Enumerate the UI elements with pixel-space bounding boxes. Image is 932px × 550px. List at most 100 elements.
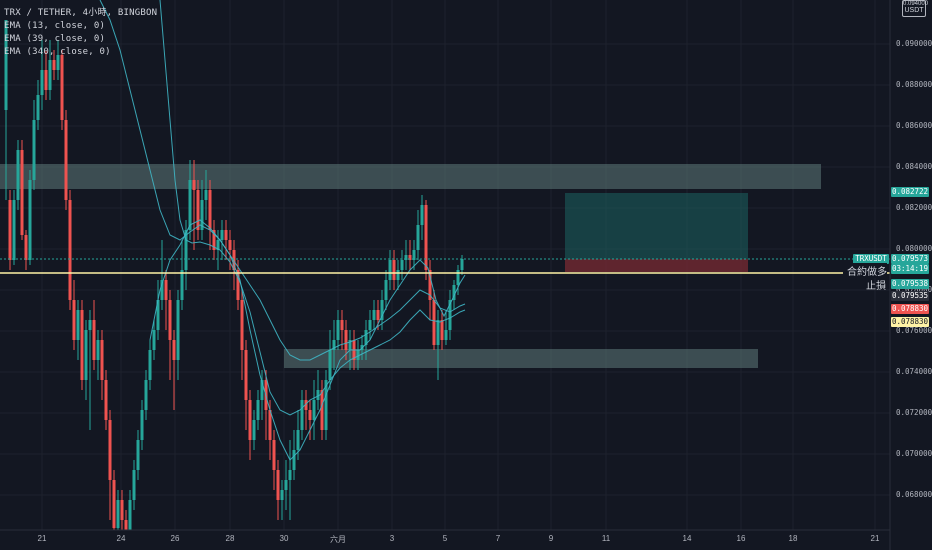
candle-body <box>336 320 340 340</box>
time-axis-label: 28 <box>225 534 235 543</box>
price-axis-label: 0.078000 <box>896 285 932 294</box>
unit-label: USDT <box>904 7 924 14</box>
candle-body <box>152 330 156 350</box>
candle-body <box>404 255 408 260</box>
candle-body <box>436 320 440 345</box>
countdown-tag: 03:14:19 <box>891 264 929 274</box>
candle-body <box>248 400 252 440</box>
candle-body <box>308 410 312 420</box>
candle-body <box>124 520 128 530</box>
time-axis-label: 21 <box>870 534 880 543</box>
candle-body <box>328 350 332 380</box>
candle-body <box>144 380 148 410</box>
candle-body <box>60 55 64 120</box>
price-axis-label: 0.086000 <box>896 121 932 130</box>
candle-body <box>452 285 456 300</box>
candle-body <box>80 310 84 380</box>
candle-body <box>372 310 376 320</box>
price-axis-label: 0.088000 <box>896 80 932 89</box>
legend-ema-340[interactable]: EMA (340, close, 0) <box>4 47 111 57</box>
time-axis-label: 3 <box>389 534 395 543</box>
candle-body <box>280 490 284 500</box>
candle-body <box>96 340 100 360</box>
support-zone[interactable] <box>284 349 758 368</box>
time-axis-label: 21 <box>37 534 47 543</box>
price-axis-label: 0.072000 <box>896 408 932 417</box>
legend-ema-39[interactable]: EMA (39, close, 0) <box>4 34 106 44</box>
candle-body <box>76 310 80 340</box>
legend-symbol[interactable]: TRX / TETHER, 4小時, BINGBON <box>4 8 158 18</box>
candle-body <box>356 350 360 360</box>
candle-body <box>268 410 272 440</box>
candle-body <box>52 60 56 70</box>
candle-body <box>236 270 240 300</box>
candle-body <box>44 70 48 90</box>
time-axis-label: 24 <box>116 534 126 543</box>
ema-13-line[interactable] <box>149 219 466 461</box>
candle-body <box>240 300 244 350</box>
candle-body <box>48 60 52 90</box>
currency-unit-badge[interactable]: 0.094000 USDT <box>902 0 929 17</box>
stoploss-box[interactable] <box>565 259 748 272</box>
candle-body <box>432 300 436 345</box>
candle-body <box>460 259 464 270</box>
candle-body <box>340 320 344 330</box>
candle-body <box>220 230 224 240</box>
ema-lines <box>99 0 466 461</box>
candle-body <box>376 310 380 320</box>
legend-ema-13[interactable]: EMA (13, close, 0) <box>4 21 106 31</box>
candle-body <box>428 270 432 300</box>
candle-body <box>56 55 60 70</box>
candle-body <box>36 95 40 120</box>
candle-body <box>444 330 448 340</box>
resistance-zone[interactable] <box>0 164 821 189</box>
stop-loss-label: 止損 <box>866 281 886 292</box>
candle-body <box>16 150 20 200</box>
candle-body <box>164 280 168 300</box>
candle-body <box>276 470 280 500</box>
candle-body <box>140 410 144 440</box>
candle-body <box>368 320 372 330</box>
ema-39-line[interactable] <box>159 0 466 416</box>
candle-body <box>228 240 232 250</box>
candle-body <box>180 270 184 300</box>
candle-body <box>316 390 320 400</box>
chart-grid <box>0 0 890 530</box>
price-axis-label: 0.070000 <box>896 449 932 458</box>
candle-body <box>300 400 304 430</box>
candle-body <box>196 190 200 230</box>
time-axis-label: 9 <box>548 534 554 543</box>
price-tag-d: 0.078830 <box>891 317 929 327</box>
ticker-tag: 0.079573 <box>891 254 929 264</box>
candle-body <box>216 240 220 250</box>
candle-body <box>120 500 124 520</box>
candle-body <box>420 205 424 225</box>
candle-body <box>296 430 300 450</box>
candle-body <box>72 300 76 340</box>
candle-body <box>292 450 296 470</box>
candle-body <box>192 180 196 190</box>
price-axis-label: 0.090000 <box>896 39 932 48</box>
candle-body <box>232 250 236 270</box>
price-axis-label: 0.074000 <box>896 367 932 376</box>
candle-body <box>320 390 324 430</box>
candle-body <box>456 270 460 285</box>
candle-body <box>344 330 348 350</box>
candle-body <box>256 400 260 420</box>
candle-body <box>204 190 208 200</box>
candle-body <box>396 270 400 280</box>
candle-body <box>200 200 204 230</box>
target-box[interactable] <box>565 193 748 259</box>
candle-body <box>84 330 88 380</box>
candle-body <box>412 250 416 260</box>
time-axis-label: 11 <box>601 534 611 543</box>
candle-body <box>176 300 180 360</box>
ema-340-line[interactable] <box>99 0 466 361</box>
candle-body <box>332 340 336 350</box>
candle-body <box>400 260 404 270</box>
unit-top-price: 0.094000 <box>903 1 929 7</box>
time-axis-label: 六月 <box>330 535 346 544</box>
time-axis-label: 16 <box>736 534 746 543</box>
candle-body <box>12 200 16 260</box>
